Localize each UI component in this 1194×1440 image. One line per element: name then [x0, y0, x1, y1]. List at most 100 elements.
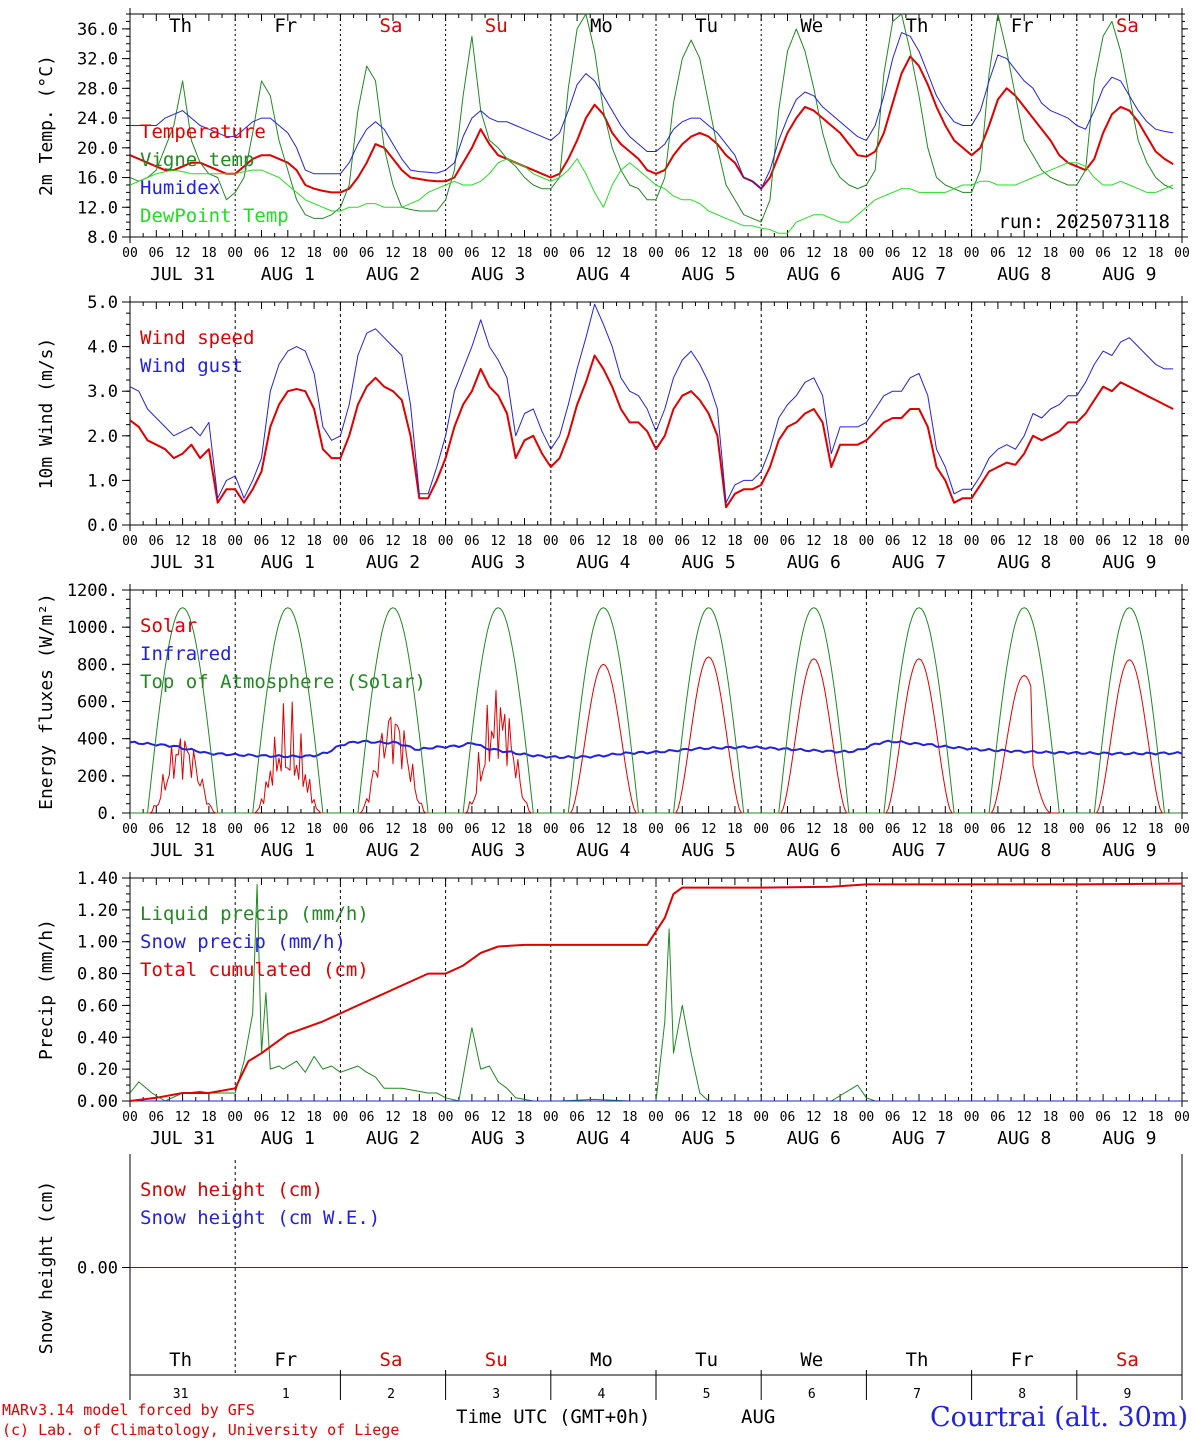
hour-label: 18	[1148, 822, 1164, 837]
hour-label: 12	[175, 822, 191, 837]
hour-label: 12	[1016, 534, 1032, 549]
hour-label: 00	[1174, 246, 1190, 261]
hour-label: 18	[832, 246, 848, 261]
series-line-humidex	[130, 32, 1174, 190]
day-name: Sa	[1116, 15, 1139, 37]
hour-label: 00	[1174, 534, 1190, 549]
hour-label: 06	[990, 246, 1006, 261]
y-tick-label: 0.60	[77, 996, 118, 1016]
y-tick-label: 1.20	[77, 901, 118, 921]
day-name: We	[800, 1349, 823, 1371]
hour-label: 12	[806, 534, 822, 549]
y-axis-label: Snow height (cm)	[36, 1181, 57, 1354]
hour-label: 00	[648, 246, 664, 261]
hour-label: 18	[517, 534, 533, 549]
hour-label: 18	[517, 1110, 533, 1125]
panel-2: 0.0 1.0 2.0 3.0 4.0 5.0 10m Wind (m/s) Wind spe…	[36, 293, 1190, 573]
hour-label: 12	[280, 1110, 296, 1125]
hour-label: 06	[359, 246, 375, 261]
series-group	[130, 607, 1182, 814]
hour-label: 18	[411, 534, 427, 549]
y-tick-label: 0.00	[77, 1092, 118, 1112]
hour-label: 00	[648, 534, 664, 549]
hour-label: 00	[438, 822, 454, 837]
hour-label: 12	[911, 822, 927, 837]
hour-label: 18	[622, 534, 638, 549]
y-tick-label: 5.0	[87, 293, 118, 313]
hour-label: 12	[1122, 1110, 1138, 1125]
y-tick-label: 20.0	[77, 139, 118, 159]
hour-label: 18	[727, 246, 743, 261]
y-tick-label: 0.80	[77, 965, 118, 985]
hour-label: 00	[543, 1110, 559, 1125]
y-tick-label: 1200.	[67, 581, 118, 601]
legend-dewpoint-temp: DewPoint Temp	[140, 205, 289, 227]
hour-label: 06	[569, 1110, 585, 1125]
hour-label: 00	[859, 1110, 875, 1125]
date-label: AUG 7	[892, 1128, 946, 1149]
legend-wind-gust: Wind gust	[140, 355, 243, 377]
month-label: AUG	[741, 1406, 776, 1428]
hour-label: 06	[464, 246, 480, 261]
legend-vigne-temp: Vigne temp	[140, 149, 254, 171]
hour-label: 06	[464, 822, 480, 837]
location-label: Courtrai (alt. 30m)	[929, 1402, 1188, 1433]
day-number: 7	[913, 1387, 921, 1402]
hour-label: 06	[464, 1110, 480, 1125]
hour-label: 06	[885, 1110, 901, 1125]
date-label: AUG 3	[471, 1128, 525, 1149]
hour-label: 00	[1069, 246, 1085, 261]
hour-label: 12	[1122, 246, 1138, 261]
y-tick-label: 400.	[77, 730, 118, 750]
day-name: Th	[906, 15, 929, 37]
hour-label: 18	[201, 246, 217, 261]
day-number: 5	[703, 1387, 711, 1402]
hour-label: 12	[911, 534, 927, 549]
run-label: run: 2025073118	[998, 211, 1170, 233]
lab-credit: (c) Lab. of Climatology, University of L…	[2, 1421, 400, 1439]
hour-label: 00	[964, 246, 980, 261]
hour-label: 06	[780, 1110, 796, 1125]
hour-label: 12	[806, 1110, 822, 1125]
day-name: Sa	[380, 1349, 403, 1371]
day-number: 3	[492, 1387, 500, 1402]
hour-label: 12	[911, 246, 927, 261]
hour-label: 12	[701, 246, 717, 261]
hour-label: 12	[1016, 1110, 1032, 1125]
date-label: AUG 8	[997, 1128, 1051, 1149]
hour-label: 00	[753, 534, 769, 549]
date-label: AUG 3	[471, 552, 525, 573]
y-tick-label: 0.00	[77, 1259, 118, 1279]
hour-label: 12	[490, 822, 506, 837]
hour-label: 12	[1122, 822, 1138, 837]
hour-label: 12	[175, 246, 191, 261]
hour-label: 06	[780, 534, 796, 549]
date-label: AUG 7	[892, 840, 946, 861]
hour-label: 00	[1174, 1110, 1190, 1125]
date-label: AUG 6	[787, 264, 841, 285]
hour-label: 00	[859, 246, 875, 261]
hour-label: 00	[648, 822, 664, 837]
panel-1: 8.0 12.0 16.0 20.0 24.0 28.0 32.0 36.0 2m Temp. …	[36, 8, 1190, 285]
hour-label: 00	[1069, 822, 1085, 837]
date-label: JUL 31	[150, 1128, 215, 1149]
hour-label: 00	[333, 246, 349, 261]
hour-label: 00	[964, 822, 980, 837]
hour-label: 18	[832, 822, 848, 837]
hour-label: 18	[832, 1110, 848, 1125]
legend-solar: Solar	[140, 615, 197, 637]
series-line-wind-speed	[130, 354, 1174, 509]
hour-label: 12	[490, 246, 506, 261]
date-label: AUG 2	[366, 264, 420, 285]
hour-label: 18	[1043, 822, 1059, 837]
hour-label: 06	[674, 246, 690, 261]
day-name: Sa	[380, 15, 403, 37]
day-name: Mo	[590, 15, 613, 37]
day-number: 31	[173, 1387, 189, 1402]
y-tick-label: 800.	[77, 655, 118, 675]
hour-label: 12	[490, 534, 506, 549]
hour-label: 12	[806, 822, 822, 837]
y-tick-label: 600.	[77, 693, 118, 713]
hour-label: 00	[543, 822, 559, 837]
hour-label: 06	[254, 534, 270, 549]
